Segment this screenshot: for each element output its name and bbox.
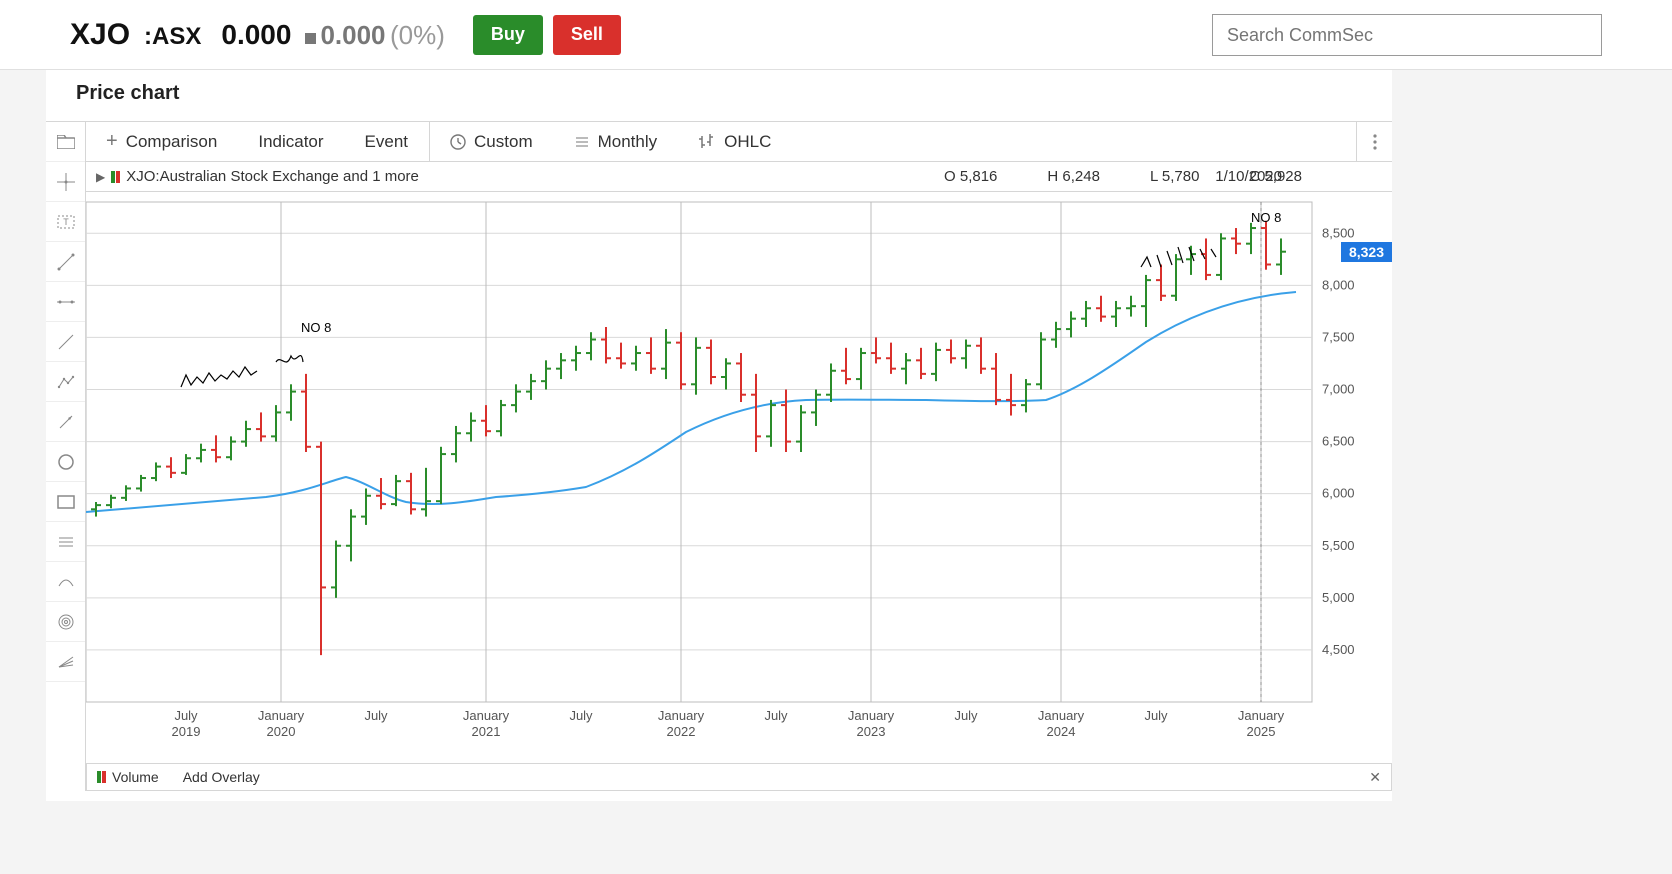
- spiral-icon[interactable]: [46, 602, 85, 642]
- overlay-panel-header: Volume Add Overlay ✕: [86, 763, 1392, 791]
- svg-text:2023: 2023: [857, 724, 886, 739]
- svg-text:July: July: [764, 708, 788, 723]
- ohlc-low: 5,780: [1162, 168, 1200, 185]
- comparison-button[interactable]: +Comparison: [86, 122, 238, 161]
- svg-text:July: July: [174, 708, 198, 723]
- add-overlay-button[interactable]: Add Overlay: [183, 769, 260, 785]
- current-price-flag: 8,323: [1341, 242, 1392, 262]
- search-input[interactable]: [1212, 14, 1602, 56]
- arc-icon[interactable]: [46, 562, 85, 602]
- more-menu-button[interactable]: [1356, 122, 1392, 161]
- bars-icon: [574, 136, 590, 148]
- svg-text:January: January: [1038, 708, 1085, 723]
- svg-text:NO 8: NO 8: [1251, 210, 1281, 225]
- polyline-icon[interactable]: [46, 362, 85, 402]
- sell-button[interactable]: Sell: [553, 15, 621, 55]
- series-color-icon: [111, 171, 120, 183]
- svg-text:January: January: [1238, 708, 1285, 723]
- trend-icon[interactable]: [46, 322, 85, 362]
- legend-row: ▶ XJO:Australian Stock Exchange and 1 mo…: [86, 162, 1392, 192]
- legend-toggle-icon[interactable]: ▶: [96, 170, 105, 184]
- price-change: 0.000 (0%): [305, 20, 444, 51]
- chart-main-column: +Comparison Indicator Event Custom Month…: [86, 122, 1392, 791]
- svg-text:T: T: [63, 217, 69, 227]
- overlay-volume-label: Volume: [112, 769, 159, 785]
- svg-text:5,000: 5,000: [1322, 590, 1355, 605]
- comparison-label: Comparison: [126, 132, 218, 152]
- chart-toolbar: +Comparison Indicator Event Custom Month…: [86, 122, 1392, 162]
- interval-label: Monthly: [598, 132, 658, 152]
- change-value: 0.000: [320, 20, 385, 50]
- buy-button[interactable]: Buy: [473, 15, 543, 55]
- interval-select[interactable]: Monthly: [554, 122, 679, 161]
- svg-text:2019: 2019: [172, 724, 201, 739]
- change-pct: (0%): [390, 20, 445, 50]
- svg-text:2020: 2020: [267, 724, 296, 739]
- svg-text:4,500: 4,500: [1322, 642, 1355, 657]
- svg-text:8,000: 8,000: [1322, 277, 1355, 292]
- last-price: 0.000: [221, 19, 291, 51]
- svg-text:January: January: [463, 708, 510, 723]
- svg-text:5,500: 5,500: [1322, 538, 1355, 553]
- crosshair-icon[interactable]: [46, 162, 85, 202]
- ohlc-icon: [698, 134, 716, 150]
- ohlc-open: 5,816: [960, 168, 998, 185]
- ticker-block: XJO :ASX 0.000 0.000 (0%): [70, 18, 445, 52]
- svg-text:2024: 2024: [1047, 724, 1076, 739]
- fan-icon[interactable]: [46, 642, 85, 682]
- series-name: XJO:Australian Stock Exchange and 1 more: [126, 168, 419, 185]
- indicator-button[interactable]: Indicator: [238, 122, 344, 161]
- svg-text:6,500: 6,500: [1322, 434, 1355, 449]
- svg-text:January: January: [848, 708, 895, 723]
- rect-icon[interactable]: [46, 482, 85, 522]
- text-box-icon[interactable]: T: [46, 202, 85, 242]
- clock-icon: [450, 134, 466, 150]
- event-button[interactable]: Event: [345, 122, 429, 161]
- svg-text:6,000: 6,000: [1322, 486, 1355, 501]
- svg-text:2025: 2025: [1247, 724, 1276, 739]
- range-label: Custom: [474, 132, 533, 152]
- arrow-icon[interactable]: [46, 402, 85, 442]
- svg-text:7,500: 7,500: [1322, 329, 1355, 344]
- indicator-label: Indicator: [258, 132, 323, 152]
- chart-plot-area[interactable]: 4,500 5,000 5,500 6,000 6,500 7,000 7,500 8,000…: [86, 192, 1392, 757]
- svg-text:2021: 2021: [472, 724, 501, 739]
- style-label: OHLC: [724, 132, 771, 152]
- circle-icon[interactable]: [46, 442, 85, 482]
- range-select[interactable]: Custom: [430, 122, 554, 161]
- svg-text:July: July: [569, 708, 593, 723]
- header-bar: XJO :ASX 0.000 0.000 (0%) Buy Sell: [0, 0, 1672, 70]
- svg-text:July: July: [1144, 708, 1168, 723]
- ohlc-readout: O 5,816 H 6,248 L 5,780 C 5,928 1/10/202…: [944, 168, 1302, 185]
- svg-text:7,000: 7,000: [1322, 382, 1355, 397]
- svg-text:July: July: [364, 708, 388, 723]
- ticker-symbol: XJO: [70, 18, 130, 52]
- svg-text:8,500: 8,500: [1322, 225, 1355, 240]
- svg-text:July: July: [954, 708, 978, 723]
- ohlc-high: 6,248: [1062, 168, 1100, 185]
- line-icon[interactable]: [46, 242, 85, 282]
- chart-style-select[interactable]: OHLC: [678, 122, 792, 161]
- drawing-toolbar: T: [46, 122, 86, 791]
- svg-text:NO 8: NO 8: [301, 320, 331, 335]
- svg-text:January: January: [658, 708, 705, 723]
- svg-text:2022: 2022: [667, 724, 696, 739]
- price-chart-card: Price chart T +Comparison Ind: [46, 70, 1392, 801]
- ohlc-chart: 4,500 5,000 5,500 6,000 6,500 7,000 7,500 8,000…: [86, 192, 1392, 752]
- chart-wrap: T +Comparison Indicator Event: [46, 121, 1392, 791]
- svg-text:January: January: [258, 708, 305, 723]
- folder-icon[interactable]: [46, 122, 85, 162]
- close-overlay-icon[interactable]: ✕: [1369, 769, 1381, 786]
- ticker-exchange: :ASX: [144, 23, 201, 51]
- cursor-date: 1/10/2020: [1215, 168, 1282, 185]
- hline-icon[interactable]: [46, 282, 85, 322]
- hlines-icon[interactable]: [46, 522, 85, 562]
- event-label: Event: [365, 132, 408, 152]
- card-title: Price chart: [46, 70, 1392, 121]
- volume-color-icon: [97, 771, 106, 783]
- change-indicator-icon: [305, 33, 316, 44]
